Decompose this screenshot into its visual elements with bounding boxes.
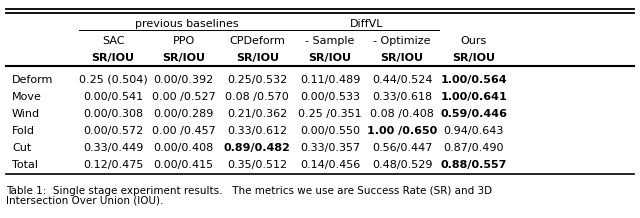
Text: 0.88/0.557: 0.88/0.557: [440, 160, 507, 170]
Text: 0.00/0.541: 0.00/0.541: [83, 92, 143, 102]
Text: 0.89/0.482: 0.89/0.482: [224, 143, 291, 153]
Text: SR/IOU: SR/IOU: [381, 53, 424, 63]
Text: 0.59/0.446: 0.59/0.446: [440, 109, 507, 119]
Text: 0.48/0.529: 0.48/0.529: [372, 160, 433, 170]
Text: 0.33/0.612: 0.33/0.612: [227, 126, 287, 136]
Text: 0.21/0.362: 0.21/0.362: [227, 109, 287, 119]
Text: 0.14/0.456: 0.14/0.456: [300, 160, 360, 170]
Text: SR/IOU: SR/IOU: [236, 53, 279, 63]
Text: 0.11/0.489: 0.11/0.489: [300, 75, 360, 85]
Text: 0.00/0.289: 0.00/0.289: [154, 109, 214, 119]
Text: 0.08 /0.408: 0.08 /0.408: [370, 109, 434, 119]
Text: 0.00/0.572: 0.00/0.572: [83, 126, 143, 136]
Text: Cut: Cut: [12, 143, 31, 153]
Text: 0.00/0.308: 0.00/0.308: [83, 109, 143, 119]
Text: - Optimize: - Optimize: [373, 36, 431, 46]
Text: Intersection Over Union (IOU).: Intersection Over Union (IOU).: [6, 196, 164, 205]
Text: 0.33/0.618: 0.33/0.618: [372, 92, 432, 102]
Text: Deform: Deform: [12, 75, 53, 85]
Text: 0.56/0.447: 0.56/0.447: [372, 143, 433, 153]
Text: Fold: Fold: [12, 126, 35, 136]
Text: 0.00/0.415: 0.00/0.415: [154, 160, 214, 170]
Text: SR/IOU: SR/IOU: [162, 53, 205, 63]
Text: 0.87/0.490: 0.87/0.490: [444, 143, 504, 153]
Text: 0.33/0.449: 0.33/0.449: [83, 143, 143, 153]
Text: Ours: Ours: [461, 36, 487, 46]
Text: SR/IOU: SR/IOU: [308, 53, 351, 63]
Text: 0.00/0.408: 0.00/0.408: [154, 143, 214, 153]
Text: 0.25 (0.504): 0.25 (0.504): [79, 75, 147, 85]
Text: SAC: SAC: [102, 36, 124, 46]
Text: CPDeform: CPDeform: [229, 36, 285, 46]
Text: 0.00/0.392: 0.00/0.392: [154, 75, 214, 85]
Text: 0.00 /0.527: 0.00 /0.527: [152, 92, 216, 102]
Text: 1.00/0.564: 1.00/0.564: [440, 75, 507, 85]
Text: 0.94/0.643: 0.94/0.643: [444, 126, 504, 136]
Text: 0.00 /0.457: 0.00 /0.457: [152, 126, 216, 136]
Text: Wind: Wind: [12, 109, 40, 119]
Text: DiffVL: DiffVL: [350, 19, 384, 29]
Text: 0.25/0.532: 0.25/0.532: [227, 75, 287, 85]
Text: 0.25 /0.351: 0.25 /0.351: [298, 109, 362, 119]
Text: 1.00 /0.650: 1.00 /0.650: [367, 126, 437, 136]
Text: 0.00/0.533: 0.00/0.533: [300, 92, 360, 102]
Text: PPO: PPO: [172, 36, 195, 46]
Text: 1.00/0.641: 1.00/0.641: [440, 92, 507, 102]
Text: 0.35/0.512: 0.35/0.512: [227, 160, 287, 170]
Text: Table 1:  Single stage experiment results.   The metrics we use are Success Rate: Table 1: Single stage experiment results…: [6, 186, 493, 196]
Text: - Sample: - Sample: [305, 36, 355, 46]
Text: Move: Move: [12, 92, 42, 102]
Text: 0.12/0.475: 0.12/0.475: [83, 160, 143, 170]
Text: 0.00/0.550: 0.00/0.550: [300, 126, 360, 136]
Text: 0.44/0.524: 0.44/0.524: [372, 75, 433, 85]
Text: Total: Total: [12, 160, 38, 170]
Text: 0.08 /0.570: 0.08 /0.570: [225, 92, 289, 102]
Text: 0.33/0.357: 0.33/0.357: [300, 143, 360, 153]
Text: SR/IOU: SR/IOU: [92, 53, 134, 63]
Text: previous baselines: previous baselines: [135, 19, 239, 29]
Text: SR/IOU: SR/IOU: [452, 53, 495, 63]
